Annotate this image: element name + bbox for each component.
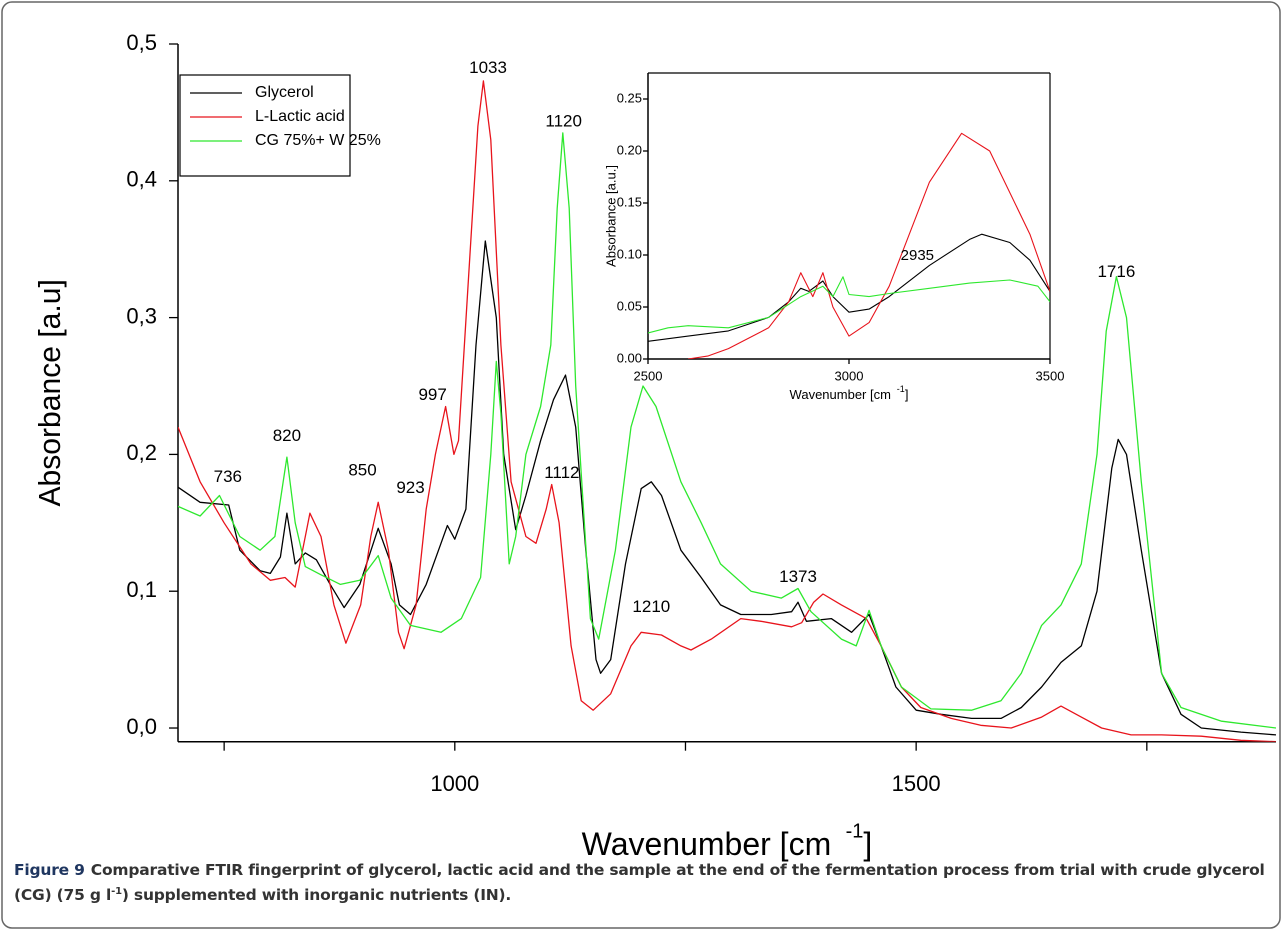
peak-annotation: 997	[418, 385, 446, 404]
x-axis-title-end: ]	[863, 826, 872, 862]
x-tick-label: 1000	[430, 771, 479, 796]
peak-annotation: 1373	[779, 567, 817, 586]
peak-annotation: 1112	[544, 463, 579, 482]
caption-sup: -1	[111, 885, 122, 897]
y-tick-label: 0,3	[126, 303, 157, 328]
y-tick-label: 0,5	[126, 30, 157, 55]
x-axis-title-end: ]	[905, 387, 909, 402]
series-line	[688, 132, 1050, 359]
caption-label: Figure 9	[14, 861, 85, 879]
y-axis-title: Absorbance [a.u.]	[603, 165, 618, 267]
series-line	[178, 132, 1276, 729]
legend-label: Glycerol	[255, 84, 314, 101]
x-axis-title-main: Wavenumber [cm	[790, 387, 891, 402]
x-tick-label: 3000	[835, 368, 864, 383]
series-line	[648, 276, 1050, 334]
x-tick-label: 3500	[1036, 368, 1065, 383]
legend-label: CG 75%+ W 25%	[255, 132, 381, 149]
x-axis-title-sup: -1	[846, 821, 864, 843]
series-line	[178, 80, 1276, 742]
peak-annotation: 1033	[469, 58, 507, 77]
y-tick-label: 0.25	[617, 90, 642, 105]
x-axis-title-sup: -1	[897, 385, 905, 395]
x-tick-label: 1500	[892, 771, 941, 796]
x-axis-title: Wavenumber [cm -1]	[790, 385, 909, 403]
series-line	[178, 240, 1276, 736]
y-tick-label: 0.05	[617, 298, 642, 313]
y-tick-label: 0.20	[617, 142, 642, 157]
peak-annotation: 850	[348, 460, 376, 479]
y-axis-title: Absorbance [a.u]	[34, 279, 67, 506]
peak-annotation: 1210	[632, 597, 670, 616]
peak-annotation: 1716	[1097, 262, 1135, 281]
caption-text: Comparative FTIR fingerprint of glycerol…	[14, 861, 1265, 904]
series-line	[648, 233, 1050, 342]
legend-label: L-Lactic acid	[255, 108, 345, 125]
y-tick-label: 0,1	[126, 577, 157, 602]
peak-annotation: 736	[214, 467, 242, 486]
y-tick-label: 0.00	[617, 350, 642, 365]
caption: Figure 9 Comparative FTIR fingerprint of …	[14, 858, 1269, 908]
y-tick-label: 0.10	[617, 246, 642, 261]
x-axis-title: Wavenumber [cm -1]	[582, 821, 873, 863]
x-tick-label: 2500	[634, 368, 663, 383]
y-tick-label: 0.15	[617, 194, 642, 209]
y-tick-label: 0,4	[126, 167, 157, 192]
y-tick-label: 0,2	[126, 440, 157, 465]
x-axis-title-main: Wavenumber [cm	[582, 826, 832, 862]
peak-annotation: 1120	[545, 111, 582, 130]
y-tick-label: 0,0	[126, 714, 157, 739]
peak-annotation: 923	[396, 478, 424, 497]
peak-annotation: 820	[273, 426, 301, 445]
peak-annotation: 2935	[901, 247, 934, 264]
caption-text-end: ) supplemented with inorganic nutrients …	[121, 886, 512, 904]
legend-box	[179, 74, 351, 177]
